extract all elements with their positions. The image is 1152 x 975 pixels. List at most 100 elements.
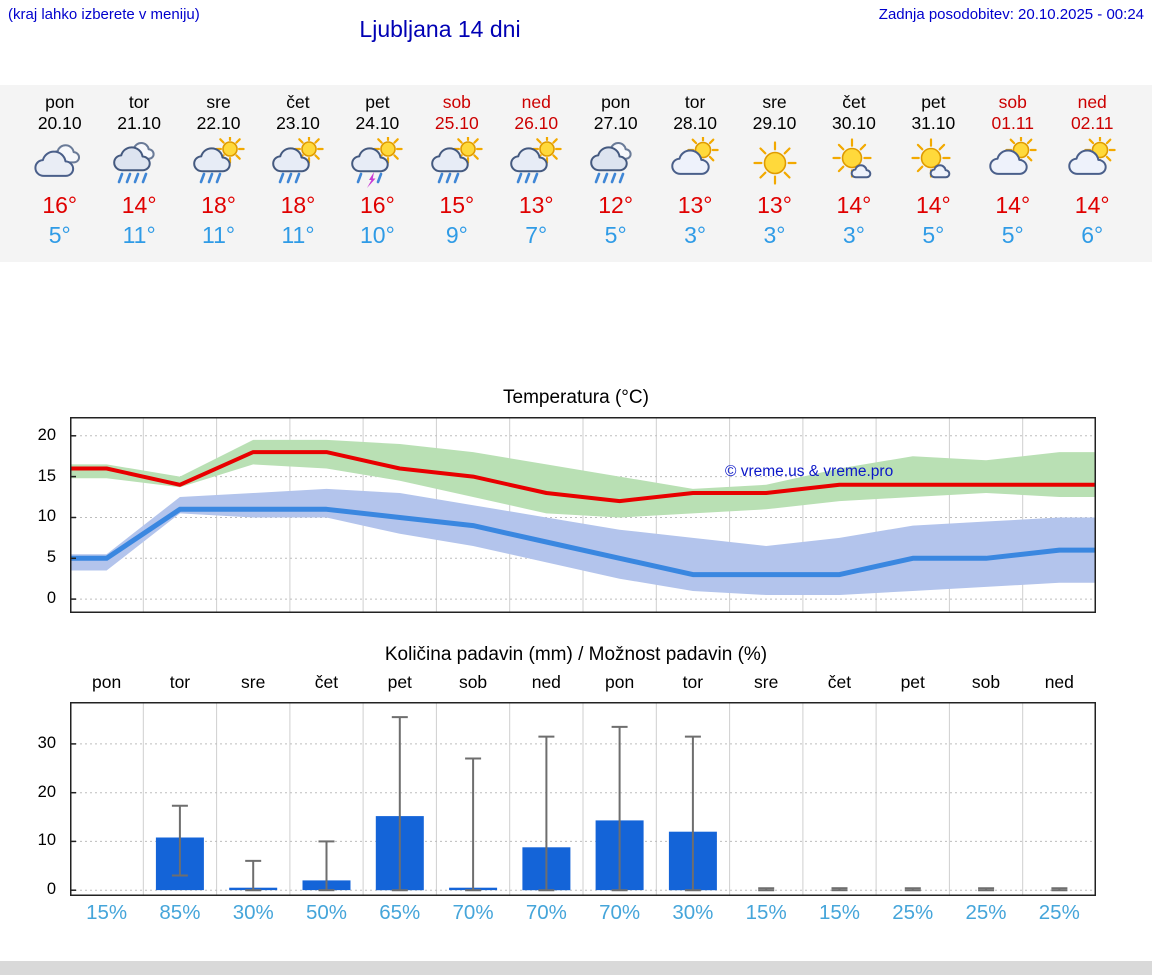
forecast-day-column[interactable]: ned 26.10 13° 7° [497,85,576,262]
day-date: 21.10 [117,113,162,133]
day-date: 01.11 [991,113,1035,133]
day-date: 24.10 [355,113,400,133]
precip-axis-tick: 10 [37,831,56,850]
forecast-day-column[interactable]: pon 20.10 16° 5° [20,85,99,262]
forecast-day-column[interactable]: pon 27.10 12° 5° [576,85,655,262]
temp-chart-title: Temperatura (°C) [503,387,649,408]
precip-day-label: čet [314,672,339,692]
sun-shower-icon [258,135,337,191]
day-temp-max: 18° [280,192,316,218]
day-name: čet [286,92,310,112]
precip-axis-tick: 20 [37,782,56,801]
forecast-day-column[interactable]: ned 02.11 14° 6° [1052,85,1131,262]
rain-icon [99,135,178,191]
day-date: 22.10 [196,113,241,133]
day-temp-max: 14° [995,192,1031,218]
precip-day-label: sre [754,672,779,692]
day-name: tor [684,92,706,112]
sun-shower-icon [497,135,576,191]
temp-axis-tick: 15 [37,466,56,485]
sun-thunder-icon [338,135,417,191]
forecast-strip: pon 20.10 16° 5° tor 21.10 14° 11° sre 22.10 18° 11… [0,85,1152,262]
day-name: sre [206,92,231,112]
day-date: 28.10 [673,113,717,133]
forecast-day-column[interactable]: tor 28.10 13° 3° [655,85,734,262]
day-temp-max: 14° [836,192,872,218]
day-temp-min: 3° [684,222,707,248]
forecast-day-column[interactable]: sre 22.10 18° 11° [179,85,258,262]
day-temp-min: 5° [1001,222,1024,248]
precip-day-label: sob [458,672,488,692]
precip-probability: 85% [159,901,201,924]
forecast-day-column[interactable]: sob 25.10 15° 9° [417,85,496,262]
forecast-day-column[interactable]: pet 31.10 14° 5° [894,85,973,262]
precip-probability: 25% [965,901,1007,924]
sunny-icon [735,135,814,191]
day-name: pet [921,92,946,112]
precip-day-label: pet [387,672,412,692]
watermark-link[interactable]: © vreme.us & vreme.pro [725,463,894,480]
partly-cloudy-icon [655,135,734,191]
precip-probability-row: 15% 85% 30% 50% 65% 70% 70% 70% 30% 15% 15% 25% 25% 2… [70,901,1096,925]
precip-axis-tick: 30 [37,733,56,752]
precip-probability: 50% [305,901,347,924]
day-date: 29.10 [752,113,797,133]
day-name: pon [601,92,631,112]
day-date: 02.11 [1070,113,1114,133]
day-temp-min: 5° [922,222,945,248]
temp-chart: © vreme.us & vreme.pro [67,417,1099,613]
day-temp-max: 14° [1074,192,1110,218]
day-name: sob [998,92,1027,112]
rain-icon [576,135,655,191]
precip-probability: 70% [452,901,494,924]
precip-day-label: sre [241,672,266,692]
forecast-day-column[interactable]: sob 01.11 14° 5° [973,85,1052,262]
day-name: čet [842,92,866,112]
precip-day-label: pet [900,672,925,692]
forecast-day-column[interactable]: čet 30.10 14° 3° [814,85,893,262]
precip-day-label: ned [531,672,561,692]
mostly-sunny-icon [814,135,893,191]
precip-day-label: ned [1044,672,1074,692]
mostly-sunny-icon [894,135,973,191]
temp-axis-tick: 0 [46,589,56,608]
forecast-day-column[interactable]: sre 29.10 13° 3° [735,85,814,262]
day-name: sob [442,92,471,112]
forecast-day-column[interactable]: čet 23.10 18° 11° [258,85,337,262]
temp-y-axis: 0 5 10 15 20 [0,417,64,613]
tmin-range-band [70,488,1096,595]
precip-chart [70,702,1096,896]
day-temp-max: 12° [598,192,634,218]
day-name: sre [762,92,787,112]
day-temp-min: 11° [122,222,156,248]
menu-hint: (kraj lahko izberete v meniju) [8,6,200,23]
day-temp-min: 5° [48,222,71,248]
last-update: Zadnja posodobitev: 20.10.2025 - 00:24 [878,6,1144,23]
temp-axis-tick: 10 [37,507,56,526]
precip-chart-svg [70,702,1096,896]
day-temp-max: 13° [677,192,713,218]
partly-cloudy-icon [1052,135,1131,191]
day-temp-min: 7° [525,222,548,248]
day-temp-min: 6° [1081,222,1104,248]
day-temp-min: 3° [763,222,786,248]
day-name: pon [45,92,75,112]
day-temp-min: 11° [202,222,236,248]
precip-y-axis: 0 10 20 30 [0,702,64,898]
precip-probability: 15% [86,901,128,924]
day-temp-max: 13° [757,192,792,218]
footer-strip [0,961,1152,975]
precip-probability: 30% [672,901,714,924]
precip-chart-title: Količina padavin (mm) / Možnost padavin … [384,644,768,665]
day-temp-min: 11° [281,222,315,248]
partly-cloudy-icon [973,135,1052,191]
day-temp-min: 3° [842,222,865,248]
forecast-day-column[interactable]: pet 24.10 16° 10° [338,85,417,262]
forecast-day-column[interactable]: tor 21.10 14° 11° [99,85,178,262]
day-date: 30.10 [832,113,876,133]
page-title: Ljubljana 14 dni [359,16,521,42]
day-temp-max: 16° [360,192,395,218]
tmax-line [68,450,1098,504]
precip-day-label: pon [92,672,122,692]
